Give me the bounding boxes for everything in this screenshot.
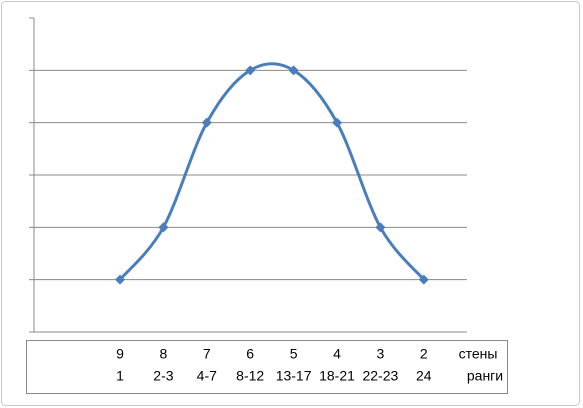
point-marker (245, 65, 256, 76)
category-label: 2-3 (153, 368, 173, 384)
category-label: 8 (160, 346, 168, 362)
point-marker (158, 222, 169, 233)
category-table (26, 340, 508, 394)
category-label: 1 (116, 368, 124, 384)
category-label: 18-21 (319, 368, 355, 384)
category-label: 3 (377, 346, 385, 362)
category-label: 5 (290, 346, 298, 362)
category-label: 8-12 (236, 368, 264, 384)
category-label: 13-17 (276, 368, 312, 384)
category-label: 4-7 (197, 368, 217, 384)
category-label: 24 (416, 368, 432, 384)
row-name: стены (459, 346, 498, 362)
point-marker (418, 274, 429, 285)
point-marker (375, 222, 386, 233)
point-marker (115, 274, 125, 285)
point-marker (201, 117, 212, 128)
category-label: 7 (203, 346, 211, 362)
category-label: 22-23 (362, 368, 398, 384)
series-line (118, 62, 425, 281)
category-label: 9 (116, 346, 124, 362)
point-marker (288, 65, 299, 76)
category-label: 6 (246, 346, 254, 362)
category-label: 2 (420, 346, 428, 362)
row-name: ранги (467, 368, 503, 384)
point-marker (332, 117, 342, 128)
category-label: 4 (333, 346, 341, 362)
